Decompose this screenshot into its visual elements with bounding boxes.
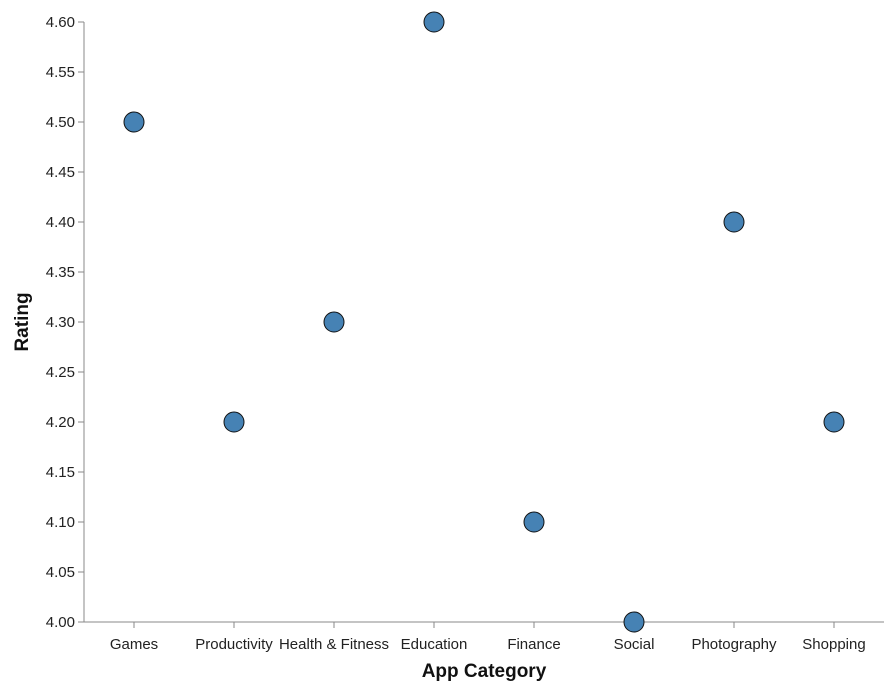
y-tick-label: 4.30 xyxy=(46,314,75,331)
data-point xyxy=(123,111,145,133)
data-point xyxy=(323,311,345,333)
data-point xyxy=(223,411,245,433)
y-tick-label: 4.10 xyxy=(46,514,75,531)
y-tick-label: 4.50 xyxy=(46,114,75,131)
y-tick-label: 4.55 xyxy=(46,64,75,81)
x-tick-label: Photography xyxy=(691,636,777,653)
x-tick-label: Games xyxy=(110,636,158,653)
x-axis-title: App Category xyxy=(422,661,547,682)
x-tick-label: Health & Fitness xyxy=(279,636,389,653)
data-points xyxy=(123,11,845,633)
x-tick-label: Shopping xyxy=(802,636,865,653)
data-point xyxy=(423,11,445,33)
y-tick-label: 4.40 xyxy=(46,214,75,231)
y-tick-label: 4.25 xyxy=(46,364,75,381)
y-tick-label: 4.60 xyxy=(46,14,75,31)
data-point xyxy=(823,411,845,433)
y-tick-label: 4.45 xyxy=(46,164,75,181)
x-tick-label: Productivity xyxy=(195,636,273,653)
y-tick-label: 4.00 xyxy=(46,614,75,631)
y-axis: 4.00 4.05 4.10 4.15 4.20 4.25 4.30 4.35 4.40 4.45… xyxy=(46,14,85,631)
x-tick-label: Education xyxy=(401,636,468,653)
x-tick-label: Social xyxy=(614,636,655,653)
data-point xyxy=(623,611,645,633)
x-tick-label: Finance xyxy=(507,636,560,653)
data-point xyxy=(523,511,545,533)
y-tick-label: 4.20 xyxy=(46,414,75,431)
y-tick-label: 4.15 xyxy=(46,464,75,481)
y-tick-label: 4.05 xyxy=(46,564,75,581)
y-axis-title: Rating xyxy=(12,292,33,351)
data-point xyxy=(723,211,745,233)
y-tick-label: 4.35 xyxy=(46,264,75,281)
x-axis: Games Productivity Health & Fitness Educati… xyxy=(84,621,884,653)
